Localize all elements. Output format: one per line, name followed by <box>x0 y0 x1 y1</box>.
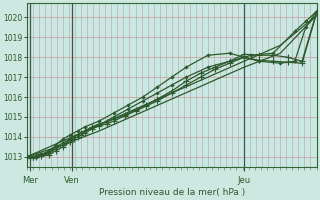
X-axis label: Pression niveau de la mer( hPa ): Pression niveau de la mer( hPa ) <box>99 188 245 197</box>
